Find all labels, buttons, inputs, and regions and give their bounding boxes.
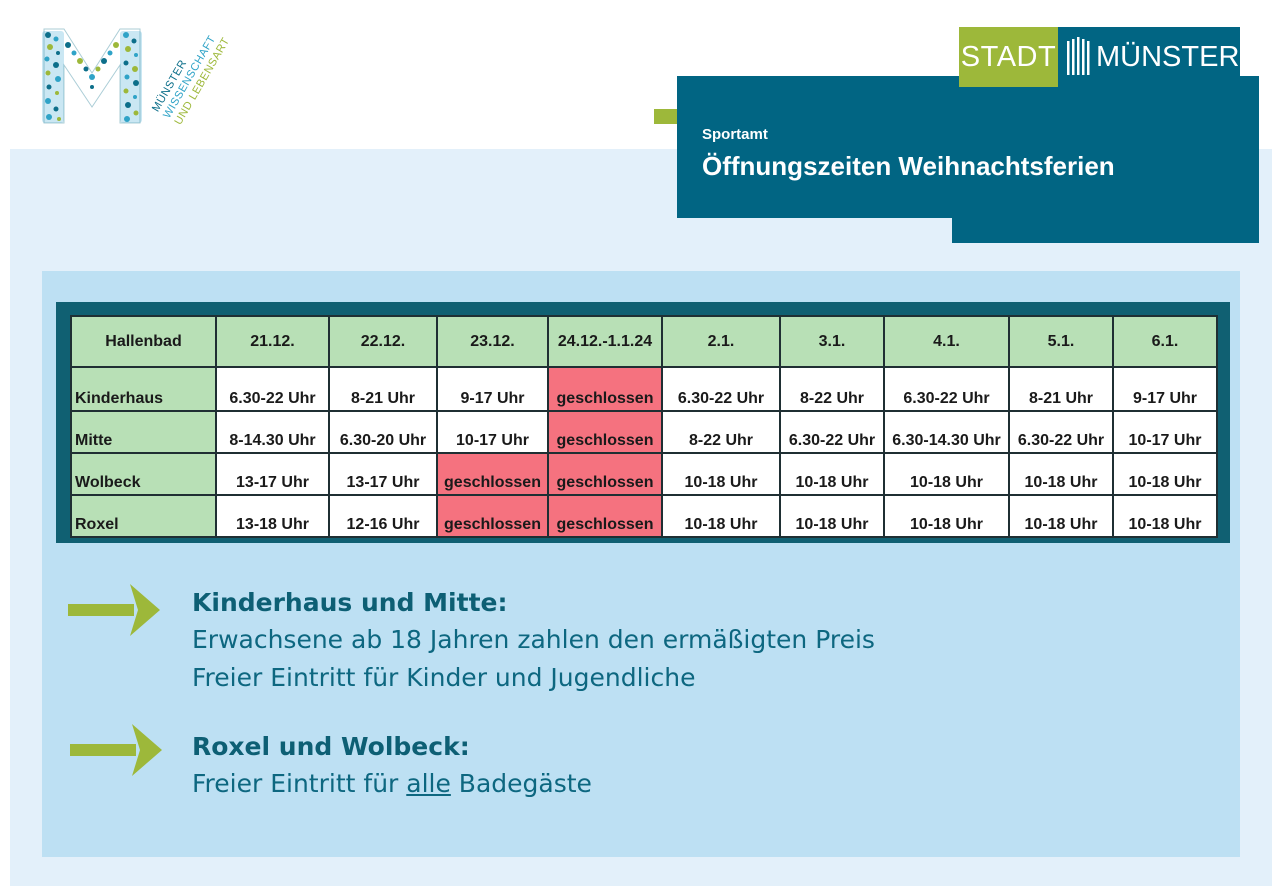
- header-cell-date: 23.12.: [436, 315, 549, 368]
- hours-cell: 8-22 Uhr: [661, 410, 781, 454]
- table-header-row: Hallenbad 21.12. 22.12. 23.12. 24.12.-1.…: [70, 315, 1218, 368]
- table-row: Kinderhaus 6.30-22 Uhr 8-21 Uhr 9-17 Uhr…: [70, 366, 1218, 412]
- closed-cell: geschlossen: [436, 452, 549, 496]
- hours-cell: 9-17 Uhr: [436, 366, 549, 412]
- hours-cell: 10-18 Uhr: [1008, 494, 1114, 538]
- hours-cell: 10-18 Uhr: [1112, 452, 1218, 496]
- closed-cell: geschlossen: [547, 494, 663, 538]
- header-box: [677, 76, 1259, 218]
- hours-cell: 10-17 Uhr: [1112, 410, 1218, 454]
- brand-stadt: STADT: [959, 27, 1058, 87]
- table-row: Wolbeck 13-17 Uhr 13-17 Uhr geschlossen …: [70, 452, 1218, 496]
- note-emphasis: alle: [406, 769, 451, 798]
- header-box-extension: [952, 200, 1259, 243]
- header-cell-date: 24.12.-1.1.24: [547, 315, 663, 368]
- city-emblem-icon: [1067, 37, 1090, 75]
- hours-cell: 6.30-14.30 Uhr: [883, 410, 1010, 454]
- note-heading-roxel-wolbeck: Roxel und Wolbeck:: [192, 732, 470, 761]
- hours-cell: 10-18 Uhr: [661, 494, 781, 538]
- header-subtitle: Sportamt: [702, 126, 768, 143]
- pool-name-cell: Roxel: [70, 494, 217, 538]
- hours-cell: 10-18 Uhr: [883, 452, 1010, 496]
- header-cell-date: 5.1.: [1008, 315, 1114, 368]
- hours-cell: 8-21 Uhr: [328, 366, 438, 412]
- brand-muenster: MÜNSTER: [1096, 40, 1240, 73]
- header-cell-date: 6.1.: [1112, 315, 1218, 368]
- header-cell-date: 21.12.: [215, 315, 330, 368]
- pool-name-cell: Kinderhaus: [70, 366, 217, 412]
- header-cell-date: 22.12.: [328, 315, 438, 368]
- closed-cell: geschlossen: [547, 452, 663, 496]
- header-cell-date: 4.1.: [883, 315, 1010, 368]
- hours-cell: 13-18 Uhr: [215, 494, 330, 538]
- note-line: Erwachsene ab 18 Jahren zahlen den ermäß…: [192, 625, 875, 654]
- brand-muenster-box: MÜNSTER: [1058, 27, 1240, 87]
- hours-cell: 8-14.30 Uhr: [215, 410, 330, 454]
- header-accent-tab: [654, 109, 680, 124]
- hours-cell: 6.30-22 Uhr: [661, 366, 781, 412]
- arrow-right-icon: [70, 724, 162, 776]
- closed-cell: geschlossen: [436, 494, 549, 538]
- hours-cell: 9-17 Uhr: [1112, 366, 1218, 412]
- arrow-right-icon: [68, 584, 160, 636]
- hours-cell: 6.30-22 Uhr: [1008, 410, 1114, 454]
- header-cell-date: 2.1.: [661, 315, 781, 368]
- closed-cell: geschlossen: [547, 410, 663, 454]
- hours-cell: 6.30-22 Uhr: [779, 410, 885, 454]
- note-line: Freier Eintritt für Kinder und Jugendlic…: [192, 663, 696, 692]
- muenster-m-logo-icon: [42, 28, 142, 124]
- hours-cell: 6.30-20 Uhr: [328, 410, 438, 454]
- note-text: Freier Eintritt für: [192, 769, 407, 798]
- logo-wordmark: MÜNSTER WISSENSCHAFT UND LEBENSART: [150, 23, 233, 128]
- hours-cell: 10-18 Uhr: [883, 494, 1010, 538]
- hours-cell: 10-18 Uhr: [779, 494, 885, 538]
- hours-cell: 8-22 Uhr: [779, 366, 885, 412]
- hours-cell: 10-18 Uhr: [1112, 494, 1218, 538]
- hours-cell: 10-17 Uhr: [436, 410, 549, 454]
- note-heading-kinderhaus-mitte: Kinderhaus und Mitte:: [192, 588, 508, 617]
- note-text: Badegäste: [450, 769, 592, 798]
- hours-cell: 6.30-22 Uhr: [215, 366, 330, 412]
- hours-cell: 10-18 Uhr: [661, 452, 781, 496]
- stadt-muenster-brand: STADT MÜNSTER: [959, 27, 1240, 87]
- hours-cell: 13-17 Uhr: [328, 452, 438, 496]
- table-row: Roxel 13-18 Uhr 12-16 Uhr geschlossen ge…: [70, 494, 1218, 538]
- hours-cell: 6.30-22 Uhr: [883, 366, 1010, 412]
- table-row: Mitte 8-14.30 Uhr 6.30-20 Uhr 10-17 Uhr …: [70, 410, 1218, 454]
- hours-cell: 10-18 Uhr: [1008, 452, 1114, 496]
- note-line: Freier Eintritt für alle Badegäste: [192, 769, 592, 798]
- header-cell-hallenbad: Hallenbad: [70, 315, 217, 368]
- hours-cell: 10-18 Uhr: [779, 452, 885, 496]
- pool-name-cell: Wolbeck: [70, 452, 217, 496]
- hours-cell: 8-21 Uhr: [1008, 366, 1114, 412]
- hours-cell: 12-16 Uhr: [328, 494, 438, 538]
- opening-hours-table: Hallenbad 21.12. 22.12. 23.12. 24.12.-1.…: [70, 315, 1218, 538]
- pool-name-cell: Mitte: [70, 410, 217, 454]
- hours-cell: 13-17 Uhr: [215, 452, 330, 496]
- header-cell-date: 3.1.: [779, 315, 885, 368]
- page-title: Öffnungszeiten Weihnachtsferien: [702, 151, 1115, 181]
- closed-cell: geschlossen: [547, 366, 663, 412]
